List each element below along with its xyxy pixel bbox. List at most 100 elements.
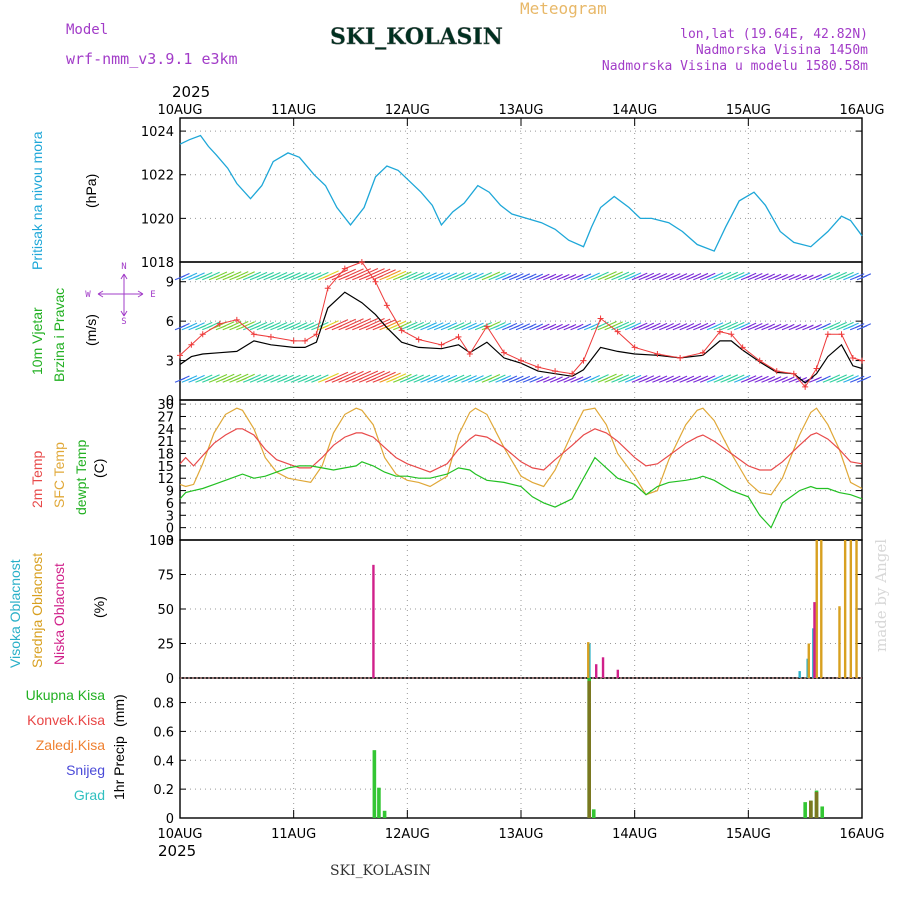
wind-barb (202, 325, 213, 331)
wind-barb (311, 325, 322, 331)
wind-barb (502, 275, 513, 281)
wind-barb (174, 325, 186, 331)
wind-barb (536, 275, 547, 281)
wind-barb (345, 275, 356, 281)
wind-barb (304, 275, 315, 281)
wind-barb (440, 325, 452, 331)
wind-barb (215, 325, 227, 331)
wind-barb (693, 275, 704, 281)
wind-barb (815, 377, 827, 383)
precip-bar (382, 810, 387, 818)
wind-barb (631, 377, 643, 383)
wind-barb (229, 275, 240, 281)
wind-barb (761, 377, 772, 383)
wind-barb (181, 377, 193, 383)
wind-barb (686, 275, 697, 281)
wind-barb (659, 325, 670, 331)
wind-barb (358, 377, 370, 383)
wind-barb (706, 377, 718, 383)
wind-barb (195, 377, 206, 383)
wind-barb (699, 325, 711, 331)
wind-barb (229, 325, 240, 331)
compass-w: W (85, 290, 91, 300)
wind-barb (549, 325, 561, 331)
wind-barb (256, 377, 268, 383)
wind-barb (195, 325, 206, 331)
wind-barb (406, 325, 418, 331)
wind-barb (406, 275, 418, 281)
wind-barb (631, 325, 643, 331)
wind-barb (420, 377, 431, 383)
wind-barb (208, 275, 220, 281)
wind-barb (597, 325, 609, 331)
wind-barb (713, 325, 724, 331)
wind-barb (570, 377, 581, 383)
cloud-bar (595, 664, 598, 678)
wind-barb (583, 377, 595, 383)
wind-barb (365, 275, 377, 281)
wind-barb (386, 377, 397, 383)
xtick-bottom: 12AUG (385, 827, 430, 842)
ytick-label: 3 (166, 355, 174, 370)
wind-ylabel2: Brzina i Pravac (51, 288, 67, 382)
wind-barb (645, 325, 656, 331)
gust-marker (849, 354, 856, 361)
wind-barb (665, 377, 677, 383)
ytick-label: 9 (166, 276, 174, 291)
wind-barb (447, 325, 459, 331)
gust-marker (790, 370, 797, 377)
panel-pressure: 1018 1020 1022 1024 (141, 117, 863, 271)
wind-barb (468, 325, 479, 331)
wind-barb (679, 325, 690, 331)
gust-marker (569, 370, 576, 377)
precip-bar (591, 809, 596, 818)
gust-marker (614, 328, 621, 335)
wind-barb (324, 275, 336, 281)
wind-barb (809, 275, 820, 281)
ytick-label: 6 (166, 497, 174, 512)
wind-barb (563, 275, 574, 281)
wind-barb (815, 275, 827, 281)
t2m-ylabel: 2m Temp (29, 450, 45, 508)
precip-bar (809, 800, 813, 818)
gust-marker (313, 331, 320, 338)
gust-marker (267, 333, 274, 340)
ytick-label: 1024 (141, 125, 174, 140)
wind-barb (618, 377, 629, 383)
ytick-label: 30 (157, 398, 174, 413)
wind-barb (836, 325, 847, 331)
gust-marker (773, 368, 780, 375)
gust-marker (290, 337, 297, 344)
xtick-bottom: 11AUG (271, 827, 316, 842)
gust-marker (233, 316, 240, 323)
wind-barb (393, 325, 404, 331)
wind-barb (420, 325, 431, 331)
wind-barb (481, 377, 493, 383)
wind-barb (508, 325, 520, 331)
wind-barb (809, 325, 820, 331)
compass-arrows (97, 273, 144, 317)
wind-barb (522, 275, 534, 281)
wind-barb (849, 377, 861, 383)
wind-barb (290, 325, 302, 331)
wind-barb (229, 377, 240, 383)
gust-marker (302, 337, 309, 344)
ytick-label: 12 (157, 472, 174, 487)
wind-barb (283, 275, 295, 281)
wind-barb (768, 275, 779, 281)
ytick-label: 100 (149, 534, 174, 549)
wind-barb (222, 377, 233, 383)
cloud-bar (820, 540, 823, 678)
xtick-top: 15AUG (726, 103, 771, 118)
ytick-label: 3 (166, 509, 174, 524)
wind-barb (652, 377, 663, 383)
wind-barb (352, 325, 363, 331)
compass-e: E (150, 290, 155, 300)
wind-barb (638, 325, 649, 331)
wind-barb (488, 325, 499, 331)
wind-barb (665, 275, 677, 281)
wind-barb (515, 325, 527, 331)
wind-barb (181, 275, 193, 281)
wind-barb (365, 325, 377, 331)
